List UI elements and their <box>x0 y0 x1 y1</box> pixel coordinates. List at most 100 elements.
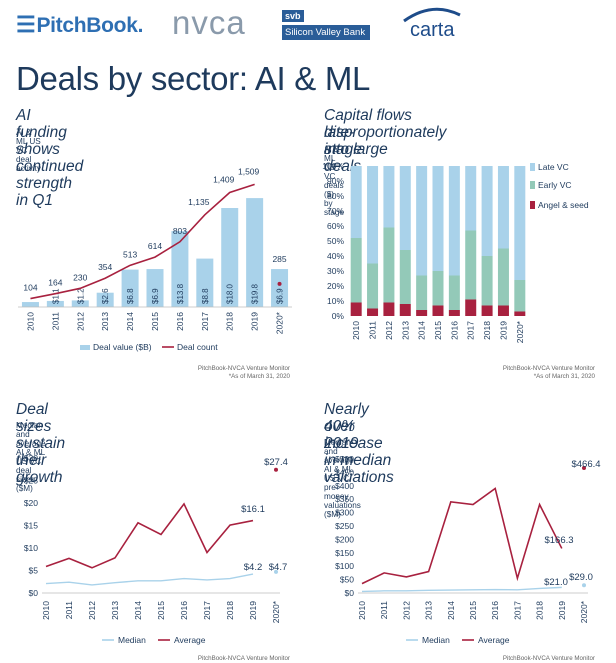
data-label-median-2019: $4.2 <box>244 562 263 573</box>
x-tick-2010: 2010 <box>41 601 51 620</box>
x-tick-2010: 2010 <box>357 601 367 620</box>
panel-title-line1: Nearly 40% increase in median valuations <box>324 401 394 486</box>
seg-early-vc-2011 <box>367 263 379 309</box>
source-text: PitchBook-NVCA Venture Monitor <box>502 365 595 372</box>
y-tick-10: $500 <box>335 454 354 464</box>
median-line <box>361 586 562 593</box>
y-tick-6: $300 <box>335 508 354 518</box>
bar-2015 <box>146 269 164 307</box>
bar-label-2011: $1.1 <box>51 288 60 304</box>
seg-early-vc-2010 <box>350 238 362 303</box>
panel-subtitle: Median and average AI & ML US VC pre-mon… <box>324 438 361 519</box>
y-tick-5: $250 <box>335 521 354 531</box>
valuations-chart: $0 $50 $100 $150 $200 $250 $300 $350 $400 $450 $50… <box>335 454 600 645</box>
deal-count-line <box>30 183 255 300</box>
median-point-2020 <box>582 583 586 588</box>
x-tick-2011: 2011 <box>379 601 389 620</box>
seg-angel-seed-2018 <box>481 305 493 316</box>
bar-2012 <box>71 300 89 307</box>
average-line <box>45 502 254 569</box>
panel-subtitle: AI & ML US VC deal activity <box>16 128 42 173</box>
bar-label-2013: $2.6 <box>101 288 110 304</box>
x-tick-2016: 2016 <box>179 601 189 620</box>
seg-angel-seed-2014 <box>416 310 428 316</box>
deal-count-label-2011: 164 <box>48 278 62 288</box>
y-tick-8: $400 <box>335 481 354 491</box>
deal-count-point-2020 <box>277 281 282 286</box>
y-tick-8: 80% <box>327 191 344 201</box>
svb-logo-bottom: Silicon Valley Bank <box>282 25 370 40</box>
seg-angel-seed-2013 <box>399 304 411 316</box>
carta-arc-icon <box>403 7 461 23</box>
average-line <box>361 487 563 585</box>
x-tick-2018: 2018 <box>482 321 492 340</box>
seg-early-vc-2016 <box>448 275 460 310</box>
as-of-note: *As of March 31, 2020 <box>533 373 595 380</box>
x-tick-2011: 2011 <box>368 321 378 340</box>
seg-late-vc-2015 <box>432 166 444 271</box>
carta-logo: carta <box>402 7 472 41</box>
legend-median: Median <box>118 635 146 645</box>
x-tick-2011: 2011 <box>64 601 74 620</box>
x-tick-2014: 2014 <box>446 601 456 620</box>
seg-early-vc-2019 <box>497 248 509 306</box>
panel-subtitle: Median and average AI & ML US VC deal si… <box>16 421 46 493</box>
bar-label-2015: $6.9 <box>151 288 160 304</box>
as-of-note: *As of March 31, 2020 <box>228 373 290 380</box>
deal-count-label-2019: 1,509 <box>238 166 260 176</box>
deal-sizes-chart: $0 $5 $10 $15 $20 $25 $30 2010 2011 2012 2013 2014 2… <box>24 453 288 645</box>
x-tick-2011: 2011 <box>50 312 60 331</box>
x-tick-2014: 2014 <box>125 312 135 331</box>
x-tick-2012: 2012 <box>401 601 411 620</box>
source-text: PitchBook-NVCA Venture Monitor <box>502 655 595 662</box>
x-tick-2018: 2018 <box>225 312 235 331</box>
pitchbook-logo-text: PitchBook. <box>36 14 144 37</box>
x-tick-2020*: 2020* <box>275 311 285 334</box>
seg-early-vc-2015 <box>432 271 444 306</box>
seg-angel-seed-2010 <box>350 302 362 316</box>
y-tick-2: $100 <box>335 561 354 571</box>
y-tick-4: $20 <box>24 498 38 508</box>
data-label-median-2020: $29.0 <box>569 572 593 583</box>
x-tick-2015: 2015 <box>433 321 443 340</box>
svb-logo-top: svb <box>282 10 304 22</box>
bar-label-2012: $1.2 <box>76 288 85 304</box>
x-tick-2017: 2017 <box>466 321 476 340</box>
seg-late-vc-2011 <box>367 166 379 264</box>
panel-source: PitchBook-NVCA Venture Monitor *As of Ma… <box>450 365 595 381</box>
bar-2020* <box>271 269 289 307</box>
seg-early-vc-2013 <box>399 250 411 304</box>
y-tick-9: $450 <box>335 467 354 477</box>
seg-late-vc-2012 <box>383 166 395 228</box>
bar-label-2020*: $6.9 <box>276 288 285 304</box>
seg-early-vc-2014 <box>416 275 428 310</box>
bar-label-2017: $8.8 <box>201 288 210 304</box>
legend-swatch-0 <box>530 163 535 171</box>
bar-2010 <box>21 302 39 307</box>
header: ☰PitchBook. nvca svb Silicon Valley Bank… <box>0 0 616 52</box>
data-label-median-2020: $4.7 <box>269 562 288 573</box>
x-tick-2020*: 2020* <box>515 320 525 343</box>
deal-count-label-2014: 513 <box>123 249 137 259</box>
pitchbook-mark-icon: ☰ <box>16 12 36 37</box>
deals-by-stage-chart: 0% 10% 20% 30% 40% 50% 60% 70% 80% 90% 100% 2010 201… <box>322 161 589 343</box>
y-tick-3: $15 <box>24 521 38 531</box>
data-label-average-2019: $166.3 <box>544 535 573 546</box>
y-tick-7: 70% <box>327 206 344 216</box>
x-tick-2017: 2017 <box>202 601 212 620</box>
bar-2018 <box>221 208 239 307</box>
deal-count-label-2013: 354 <box>98 262 112 272</box>
median-point-2020 <box>274 569 278 574</box>
x-tick-2015: 2015 <box>156 601 166 620</box>
median-line <box>45 573 254 586</box>
legend-swatch-2 <box>530 201 535 209</box>
y-tick-9: 90% <box>327 176 344 186</box>
seg-early-vc-2017 <box>465 230 477 300</box>
seg-angel-seed-2015 <box>432 305 444 316</box>
x-tick-2015: 2015 <box>468 601 478 620</box>
carta-logo-text: carta <box>410 19 455 41</box>
bar-label-2016: $13.8 <box>176 283 185 304</box>
bar-2011 <box>46 300 64 307</box>
seg-early-vc-2020* <box>514 280 526 312</box>
y-tick-6: 60% <box>327 221 344 231</box>
